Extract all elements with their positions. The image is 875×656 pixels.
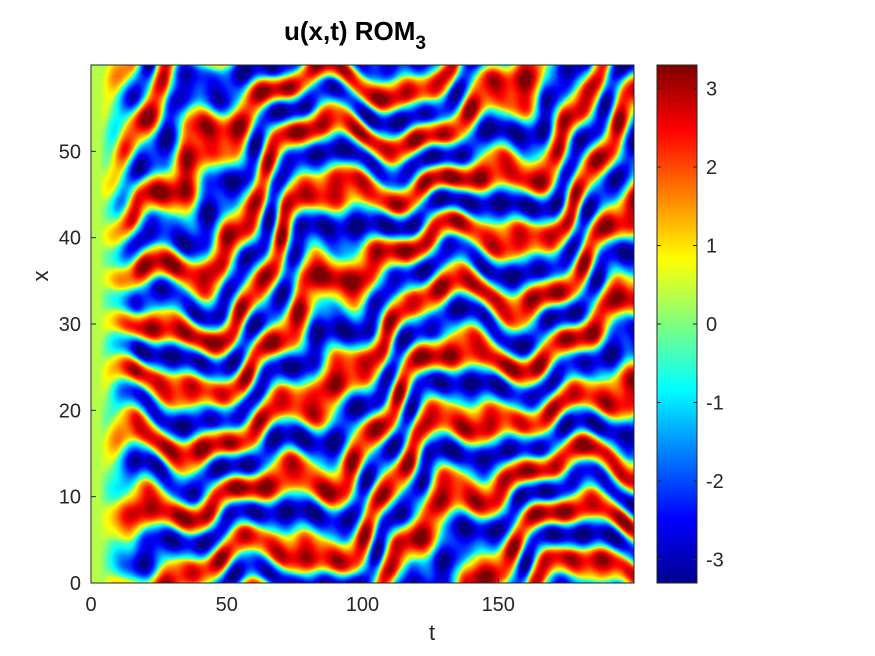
y-tick-label: 10 <box>59 487 81 509</box>
x-axis: 0 50 100 150 <box>85 578 515 616</box>
colorbar-ticks: 3 2 1 0 -1 -2 -3 <box>657 79 724 571</box>
colorbar-tick-label: 0 <box>706 314 717 336</box>
chart-title-subscript: 3 <box>415 33 426 54</box>
colorbar-tick-label: 3 <box>706 79 717 101</box>
colorbar-tick-label: -2 <box>706 471 724 493</box>
x-tick-label: 100 <box>346 594 379 616</box>
colorbar-tick-label: -1 <box>706 392 724 414</box>
colorbar-gradient <box>656 64 698 584</box>
y-tick-label: 50 <box>59 141 81 163</box>
x-axis-label: t <box>429 620 435 645</box>
y-tick-label: 20 <box>59 400 81 422</box>
colorbar-tick-label: -3 <box>706 549 724 571</box>
colorbar-tick-label: 2 <box>706 157 717 179</box>
chart-title: u(x,t) ROM3 <box>284 16 426 54</box>
colorbar: 3 2 1 0 -1 -2 -3 <box>656 64 724 584</box>
x-tick-label: 150 <box>482 594 515 616</box>
chart-title-main: u(x,t) ROM <box>284 16 415 46</box>
heatmap-canvas <box>91 65 634 583</box>
y-tick-label: 30 <box>59 314 81 336</box>
plot-area <box>90 64 635 584</box>
x-tick-label: 0 <box>85 594 96 616</box>
y-axis-label: x <box>28 271 53 282</box>
y-tick-label: 0 <box>70 573 81 595</box>
y-axis: 0 10 20 30 40 50 <box>59 141 96 595</box>
y-tick-label: 40 <box>59 228 81 250</box>
x-tick-label: 50 <box>216 594 238 616</box>
colorbar-tick-label: 1 <box>706 236 717 258</box>
heatmap-image-holder <box>91 65 634 583</box>
